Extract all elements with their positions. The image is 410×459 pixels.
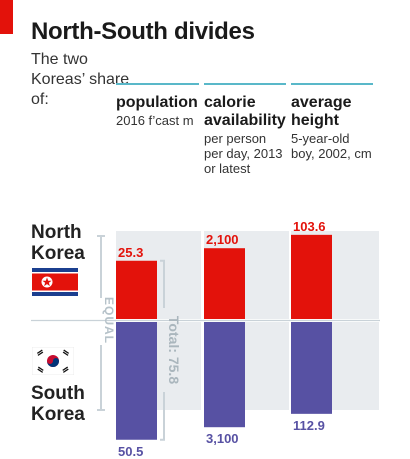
column-rule — [291, 83, 373, 85]
south-korea-bar — [204, 322, 245, 428]
north-korea-data-label: 2,100 — [206, 232, 239, 247]
total-label: Total: 75.8 — [166, 316, 182, 384]
north-korea-label: North Korea — [31, 222, 85, 264]
column-rule — [116, 83, 199, 85]
north-korea-bar — [204, 248, 245, 319]
column-label: population — [116, 94, 198, 111]
south-korea-data-label: 3,100 — [206, 431, 239, 446]
north-korea-bar — [291, 234, 332, 319]
equal-label: EQUAL — [102, 297, 116, 344]
brand-red-tab — [0, 0, 13, 34]
column-note: per person per day, 2013 or latest — [204, 131, 283, 176]
chart-title: North-South divides — [31, 18, 255, 45]
column-header-population: population 2016 f’cast m — [116, 83, 199, 128]
chart-subtitle: The two Koreas’ share of: — [31, 51, 130, 108]
south-korea-label: South Korea — [31, 383, 85, 425]
south-korea-bar — [116, 322, 157, 440]
column-header-calorie: calorie availability per person per day,… — [204, 83, 286, 176]
column-header-height: average height 5-year-old boy, 2002, cm — [291, 83, 373, 161]
column-rule — [204, 83, 286, 85]
top-rule — [0, 0, 410, 4]
north-korea-data-label: 25.3 — [118, 245, 143, 260]
north-korea-data-label: 103.6 — [293, 219, 326, 234]
column-note: 2016 f’cast m — [116, 113, 194, 128]
column-note: 5-year-old boy, 2002, cm — [291, 131, 372, 161]
south-korea-bar — [291, 322, 332, 414]
south-korea-data-label: 50.5 — [118, 444, 143, 459]
column-label: calorie availability — [204, 94, 286, 129]
column-label: average height — [291, 94, 352, 129]
north-korea-bar — [116, 260, 157, 319]
south-korea-data-label: 112.9 — [293, 418, 325, 433]
north-korea-flag-icon — [32, 268, 78, 296]
south-korea-flag-icon — [32, 347, 74, 375]
